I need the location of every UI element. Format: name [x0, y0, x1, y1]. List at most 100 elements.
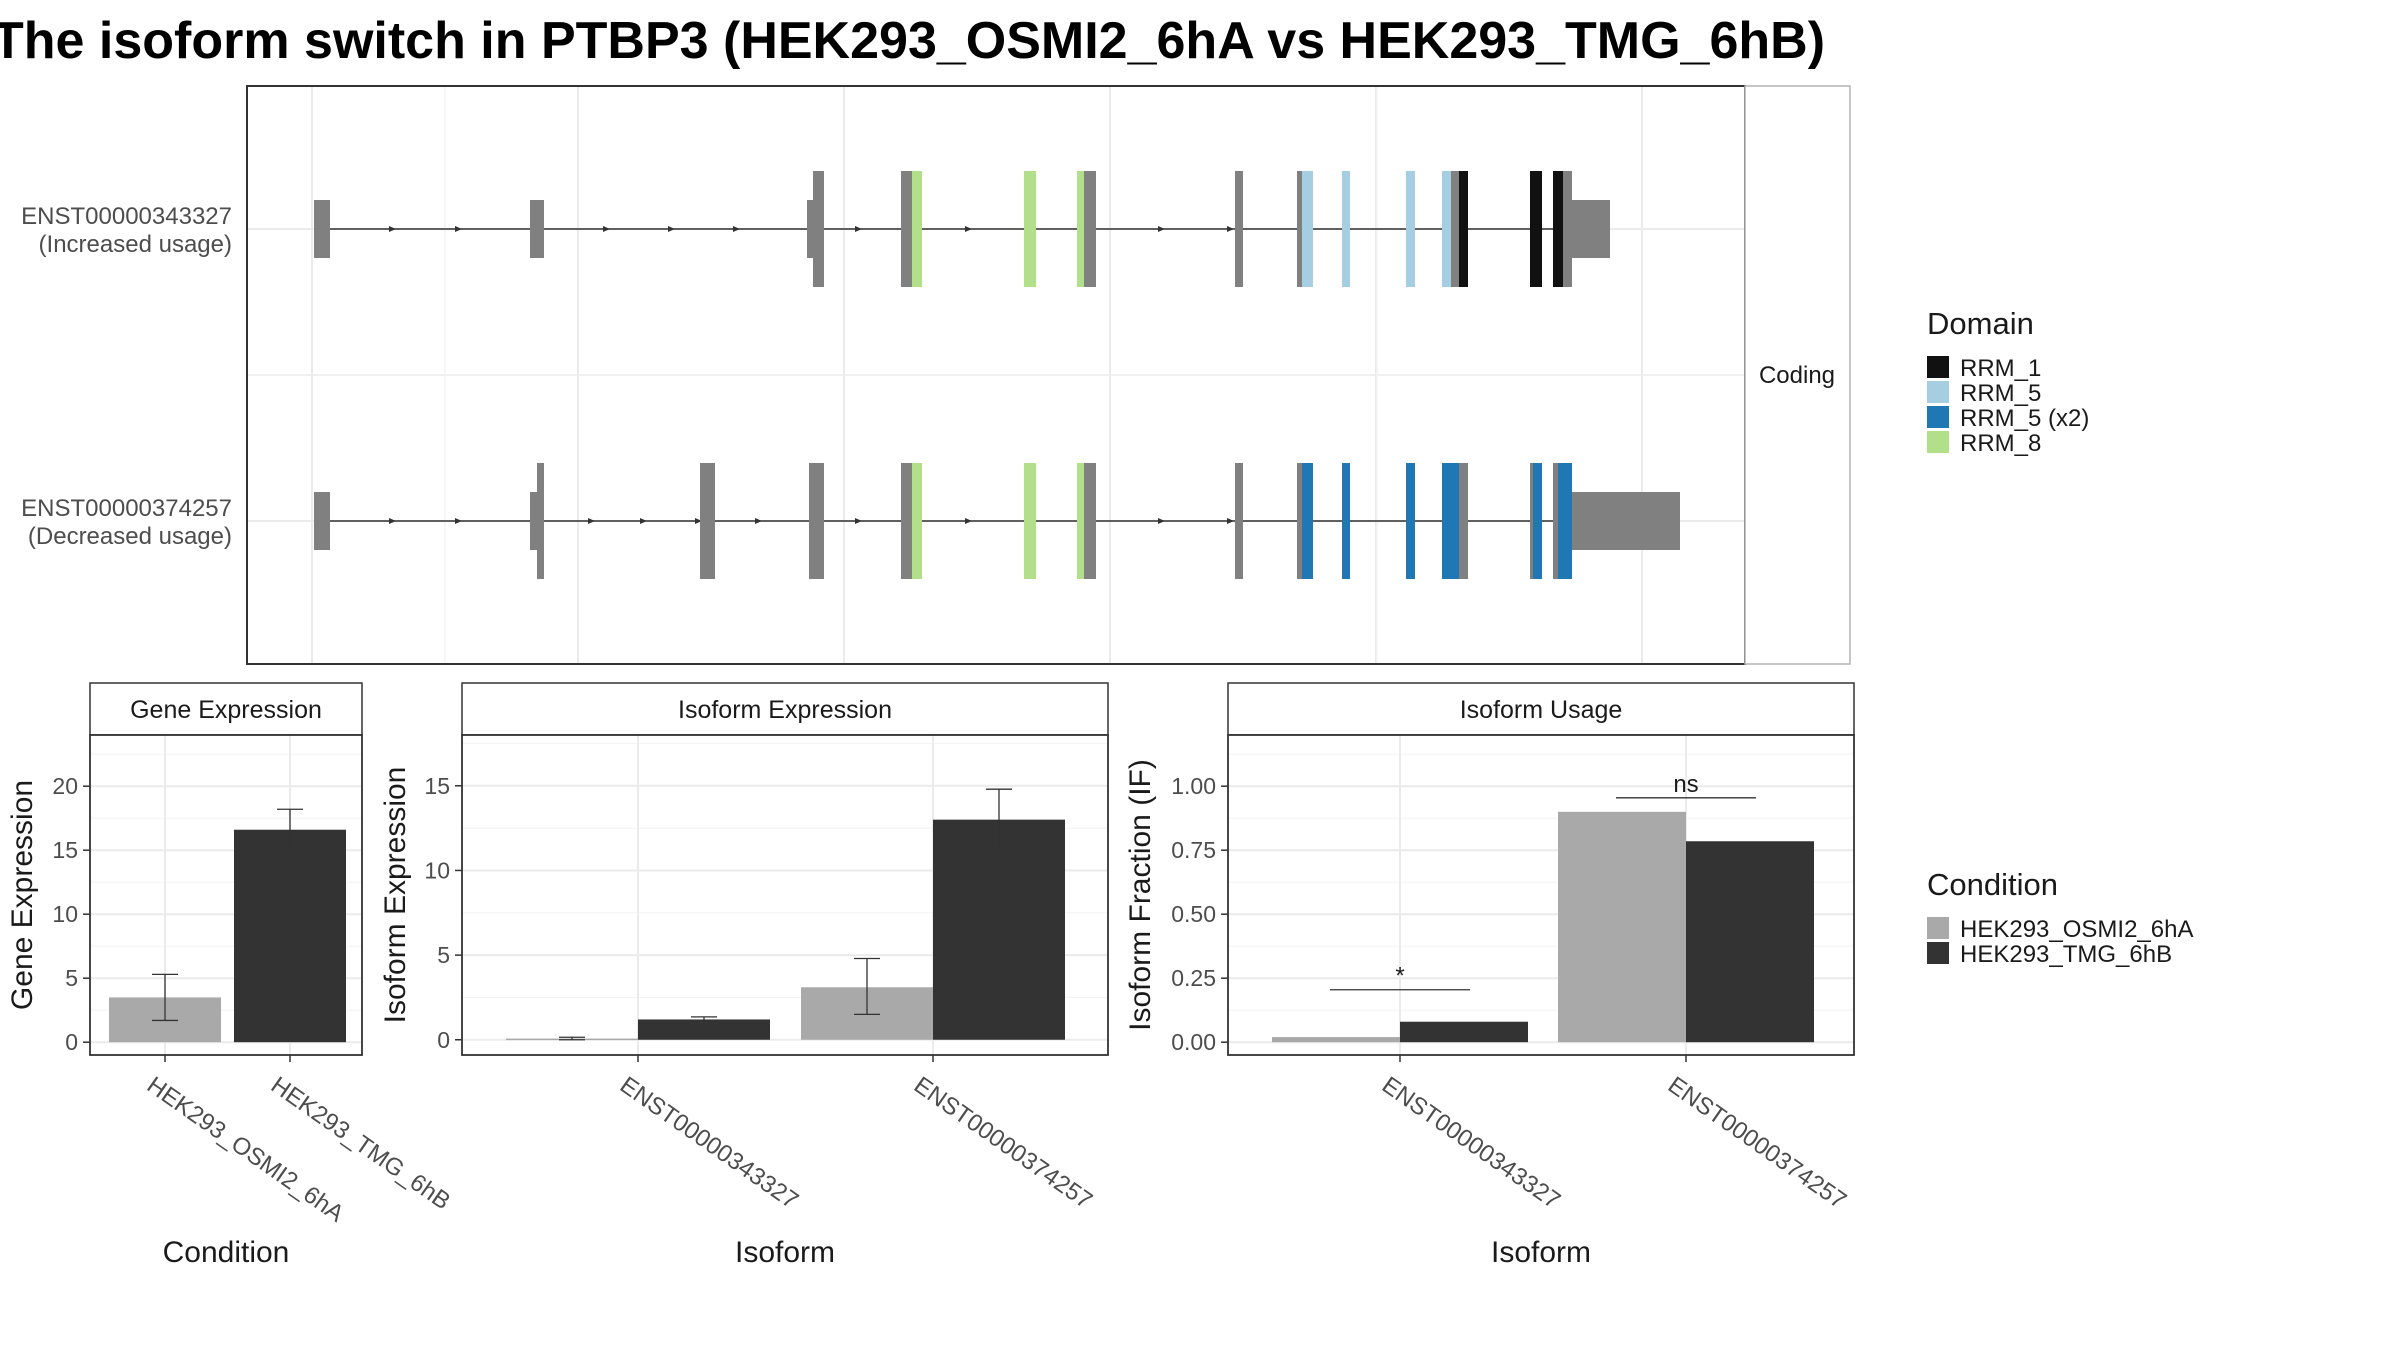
domain-rrm-5	[1342, 171, 1350, 287]
bar-condition-a	[1272, 1037, 1400, 1043]
x-tick-label: ENST00000374257	[909, 1072, 1097, 1215]
y-tick-label: 0	[65, 1029, 78, 1055]
domain-rrm-5-x2	[1406, 463, 1415, 579]
exon-block	[537, 463, 544, 579]
y-tick-label: 0.00	[1171, 1029, 1216, 1055]
utr-exon	[1572, 200, 1610, 258]
exon-block	[813, 171, 824, 287]
error-bar	[986, 788, 1012, 851]
y-tick-label: 0.50	[1171, 901, 1216, 927]
error-bar	[691, 1016, 717, 1022]
error-bar	[152, 973, 178, 1022]
domain-rrm-5-x2	[1302, 463, 1313, 579]
legend-key-rrm-8	[1927, 431, 1949, 453]
y-tick-label: 0.75	[1171, 837, 1216, 863]
bar-panels: Gene Expression05101520HEK293_OSMI2_6hAH…	[6, 682, 1855, 1269]
significance-label: ns	[1673, 771, 1698, 798]
exon-block	[700, 463, 715, 579]
legend-label-rrm-1: RRM_1	[1960, 355, 2041, 382]
panel-border	[461, 734, 1109, 1056]
y-tick-label: 0	[437, 1027, 450, 1053]
strand-arrow	[455, 518, 462, 524]
strand-arrow	[855, 518, 862, 524]
panel-strip-label: Gene Expression	[130, 696, 322, 724]
legend-key-condition-a	[1927, 917, 1949, 939]
panel-strip-label: Isoform Expression	[678, 696, 892, 724]
domain-rrm-1	[1459, 171, 1468, 287]
domain-rrm-8	[912, 171, 922, 287]
strand-arrow	[603, 226, 610, 232]
figure-title: The isoform switch in PTBP3 (HEK293_OSMI…	[0, 12, 1825, 70]
legend-label-rrm-5-x2: RRM_5 (x2)	[1960, 405, 2089, 432]
bar-condition-b	[1686, 841, 1814, 1043]
strand-arrow	[668, 226, 675, 232]
significance-label: *	[1395, 963, 1404, 990]
domain-rrm-8	[912, 463, 922, 579]
y-tick-label: 10	[52, 901, 78, 927]
domain-rrm-5	[1302, 171, 1313, 287]
bar-condition-b	[234, 829, 346, 1043]
exon-block	[314, 200, 330, 258]
significance-annotation: *	[1330, 963, 1470, 991]
y-tick-label: 5	[437, 942, 450, 968]
legend-key-rrm-1	[1927, 356, 1949, 378]
domain-rrm-5-x2	[1558, 463, 1572, 579]
legend-label-condition-b: HEK293_TMG_6hB	[1960, 941, 2172, 968]
y-tick-label: 15	[424, 773, 450, 799]
domain-rrm-5	[1442, 171, 1451, 287]
exon-block	[901, 463, 912, 579]
strand-arrow	[733, 226, 740, 232]
coding-strip	[1744, 85, 1851, 665]
transcript-1-usage: (Increased usage)	[39, 231, 232, 258]
strand-arrow	[389, 226, 396, 232]
x-tick-label: ENST00000343327	[615, 1072, 803, 1215]
transcript-structure-panel: Coding ENST00000343327 (Increased usage)…	[21, 85, 1851, 665]
legend-key-rrm-5-x2	[1927, 406, 1949, 428]
strand-arrow	[588, 518, 595, 524]
domain-rrm-5-x2	[1342, 463, 1350, 579]
panel-border	[1227, 734, 1855, 1056]
strand-arrow	[965, 518, 972, 524]
exon-block	[807, 200, 818, 258]
panel-isoform-expression: Isoform Expression 0 5 10 15 ENST00000343327 E…	[379, 682, 1109, 1269]
y-axis-title: Gene Expression	[6, 780, 39, 1010]
utr-exon	[1572, 492, 1680, 550]
domain-rrm-1	[1530, 171, 1542, 287]
error-bar	[854, 957, 880, 1016]
x-axis-title: Isoform	[735, 1236, 835, 1269]
exon-block	[530, 200, 544, 258]
strand-arrow	[965, 226, 972, 232]
error-bar	[277, 808, 303, 851]
y-tick-label: 5	[65, 965, 78, 991]
panel-strip-label: Isoform Usage	[1460, 696, 1623, 724]
domain-legend-title: Domain	[1927, 306, 2034, 341]
panel-strip	[1227, 682, 1855, 736]
x-axis-title: Isoform	[1491, 1236, 1591, 1269]
domain-rrm-1	[1553, 171, 1563, 287]
domain-rrm-8	[1024, 171, 1036, 287]
strand-arrow	[855, 226, 862, 232]
y-tick-label: 10	[424, 857, 450, 883]
strand-arrow	[389, 518, 396, 524]
strand-arrow	[695, 518, 702, 524]
domain-rrm-8	[1077, 171, 1084, 287]
domain-rrm-5-x2	[1442, 463, 1459, 579]
exon-block	[314, 492, 330, 550]
legend-label-condition-a: HEK293_OSMI2_6hA	[1960, 916, 2193, 943]
structure-marks	[314, 171, 1680, 579]
y-tick-label: 1.00	[1171, 773, 1216, 799]
legend-key-condition-b	[1927, 942, 1949, 964]
y-axis-title: Isoform Expression	[379, 767, 412, 1024]
domain-rrm-8	[1024, 463, 1036, 579]
panel-isoform-usage: Isoform Usage 0.00 0.25 0.50 0.75 1.00 * ns ENST…	[1124, 682, 1855, 1269]
coding-strip-label: Coding	[1759, 362, 1835, 389]
panel-border	[89, 734, 363, 1056]
x-tick-label: HEK293_OSMI2_6hA	[142, 1072, 349, 1228]
significance-annotation: ns	[1616, 771, 1756, 799]
transcript-2-id: ENST00000374257	[21, 495, 232, 522]
strand-arrow	[755, 518, 762, 524]
strand-arrow	[1227, 226, 1234, 232]
condition-legend-title: Condition	[1927, 867, 2058, 902]
strand-arrow	[1227, 518, 1234, 524]
bar-condition-a	[1558, 811, 1686, 1043]
